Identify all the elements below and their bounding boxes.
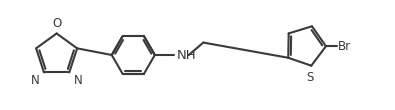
Text: S: S [306,71,313,84]
Text: N: N [31,74,40,87]
Text: O: O [52,17,61,30]
Text: Br: Br [338,40,351,53]
Text: N: N [73,74,82,87]
Text: NH: NH [177,49,196,61]
